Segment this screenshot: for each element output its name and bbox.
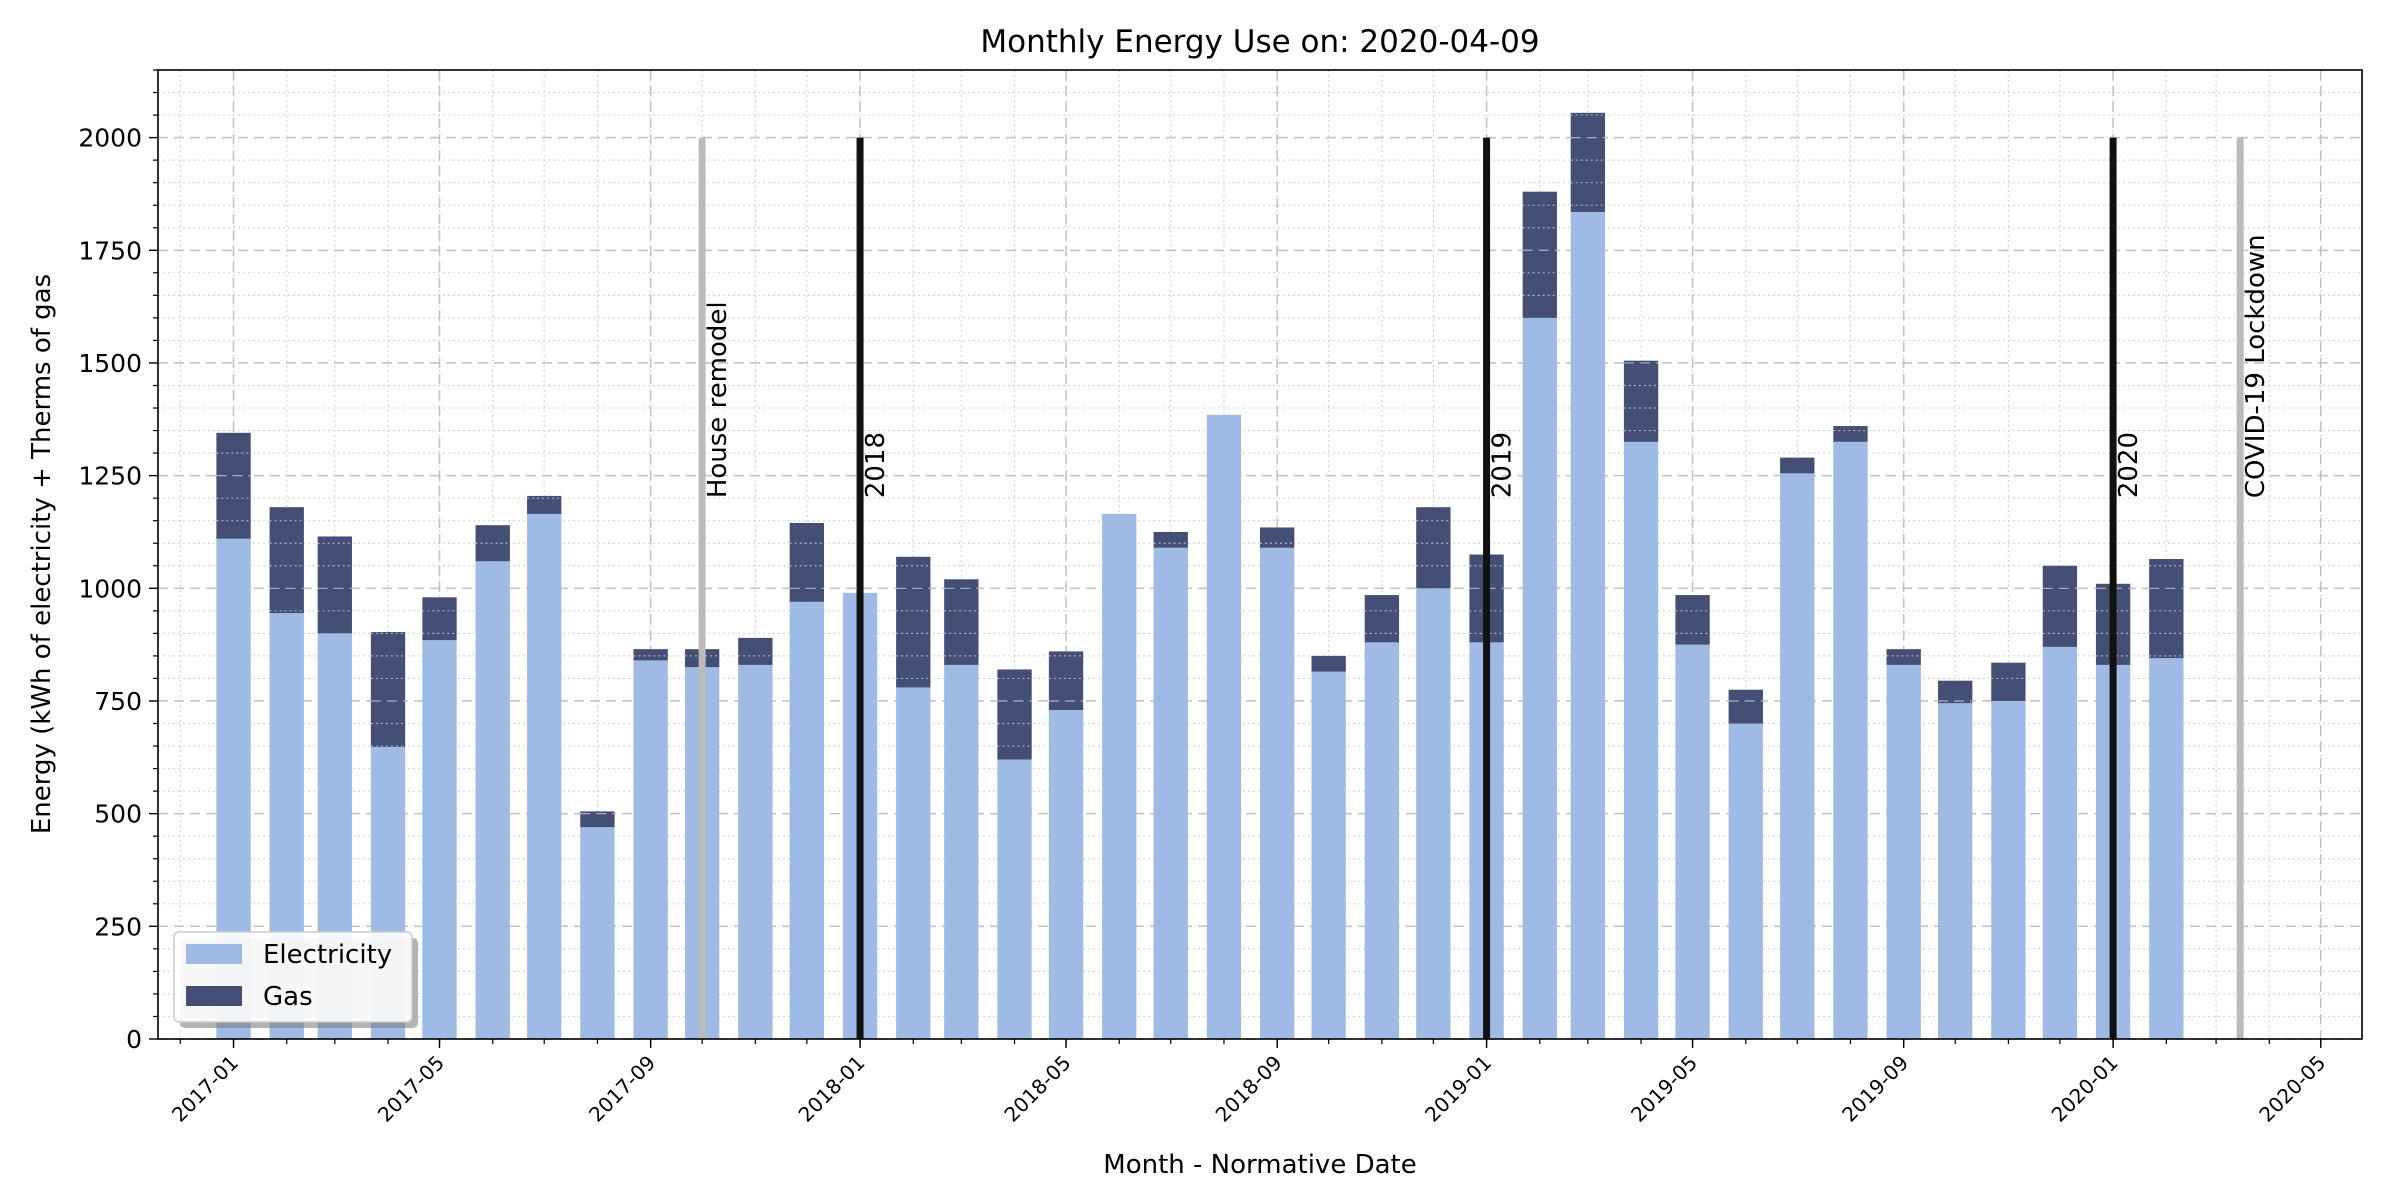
bar-electricity-2019-08 bbox=[1833, 441, 1868, 1040]
bar-gas-2019-03 bbox=[1570, 112, 1606, 212]
bar-electricity-2017-06 bbox=[475, 561, 510, 1039]
bar-gas-2019-05 bbox=[1675, 595, 1710, 645]
bar-electricity-2019-03 bbox=[1570, 211, 1606, 1039]
bar-electricity-2017-11 bbox=[738, 664, 773, 1039]
bar-gas-2018-12 bbox=[1416, 507, 1451, 589]
y-tick-label: 750 bbox=[94, 687, 142, 716]
bar-electricity-2017-05 bbox=[422, 640, 457, 1039]
bar-electricity-2018-12 bbox=[1416, 588, 1451, 1039]
bar-gas-2017-12 bbox=[789, 522, 825, 602]
bar-gas-2017-01 bbox=[216, 432, 251, 539]
annotation-label: 2019 bbox=[1488, 432, 1518, 498]
x-tick-label: 2019-01 bbox=[1420, 1051, 1496, 1127]
bar-electricity-2017-09 bbox=[633, 660, 668, 1039]
bar-gas-2018-09 bbox=[1260, 527, 1295, 548]
legend-label-gas: Gas bbox=[263, 982, 313, 1012]
bar-electricity-2017-08 bbox=[580, 827, 615, 1039]
bar-gas-2019-07 bbox=[1780, 457, 1815, 474]
annotation-label: 2020 bbox=[2114, 432, 2144, 498]
bar-gas-2019-04 bbox=[1623, 360, 1659, 442]
bar-gas-2017-09 bbox=[633, 649, 668, 661]
y-tick-label: 250 bbox=[94, 912, 142, 941]
x-tick-label: 2020-05 bbox=[2254, 1051, 2330, 1127]
x-tick-label: 2018-01 bbox=[794, 1051, 870, 1127]
annotation-label: House remodel bbox=[703, 301, 733, 498]
bar-electricity-2018-09 bbox=[1260, 547, 1295, 1039]
y-tick-label: 1250 bbox=[78, 462, 142, 491]
legend-label-electricity: Electricity bbox=[263, 940, 392, 970]
bar-gas-2019-09 bbox=[1886, 649, 1921, 665]
bar-electricity-2019-05 bbox=[1675, 644, 1710, 1039]
bar-gas-2017-03 bbox=[317, 536, 352, 634]
bar-electricity-2019-07 bbox=[1780, 473, 1815, 1040]
x-tick-label: 2019-05 bbox=[1626, 1051, 1702, 1127]
x-tick-label: 2020-01 bbox=[2047, 1051, 2123, 1127]
bar-electricity-2018-10 bbox=[1311, 671, 1346, 1039]
y-tick-label: 2000 bbox=[78, 124, 142, 153]
bar-gas-2020-02 bbox=[2149, 559, 2184, 659]
bar-gas-2019-08 bbox=[1833, 426, 1868, 442]
x-tick-label: 2017-05 bbox=[373, 1051, 449, 1127]
bar-electricity-2018-05 bbox=[1048, 709, 1084, 1039]
bar-electricity-2018-08 bbox=[1206, 414, 1242, 1040]
bar-electricity-2018-06 bbox=[1102, 513, 1137, 1039]
bar-electricity-2019-12 bbox=[2042, 646, 2078, 1039]
bar-electricity-2018-04 bbox=[997, 759, 1032, 1039]
annotation-label: COVID-19 Lockdown bbox=[2241, 234, 2271, 498]
y-tick-label: 1750 bbox=[78, 236, 142, 265]
bar-gas-2018-03 bbox=[944, 579, 979, 665]
x-axis-label: Month - Normative Date bbox=[1103, 1150, 1416, 1180]
bar-gas-2019-10 bbox=[1938, 680, 1973, 704]
bar-electricity-2019-11 bbox=[1991, 700, 2026, 1039]
bar-gas-2019-11 bbox=[1991, 662, 2026, 701]
bar-electricity-2019-04 bbox=[1623, 441, 1659, 1040]
bar-electricity-2020-02 bbox=[2149, 658, 2184, 1039]
legend: Electricity Gas bbox=[173, 931, 418, 1028]
bar-gas-2018-07 bbox=[1153, 531, 1188, 548]
bar-gas-2018-05 bbox=[1048, 651, 1084, 710]
bar-gas-2017-07 bbox=[527, 495, 562, 514]
bar-electricity-2018-03 bbox=[944, 664, 979, 1039]
bar-electricity-2017-07 bbox=[527, 513, 562, 1039]
legend-swatch-electricity bbox=[186, 944, 242, 964]
x-tick-label: 2018-05 bbox=[1000, 1051, 1076, 1127]
bar-electricity-2019-06 bbox=[1728, 723, 1763, 1039]
x-tick-label: 2017-09 bbox=[584, 1051, 660, 1127]
bar-gas-2019-06 bbox=[1728, 689, 1763, 724]
y-tick-label: 1500 bbox=[78, 349, 142, 378]
y-tick-label: 500 bbox=[94, 800, 142, 829]
bar-gas-2018-04 bbox=[997, 669, 1032, 760]
bar-gas-2019-02 bbox=[1522, 191, 1557, 318]
plot-frame bbox=[157, 69, 2363, 1040]
chart-title: Monthly Energy Use on: 2020-04-09 bbox=[980, 24, 1539, 60]
bar-electricity-2017-12 bbox=[789, 601, 825, 1039]
y-axis-label: Energy (kWh of electricity + Therms of g… bbox=[27, 274, 57, 834]
x-tick-label: 2019-09 bbox=[1837, 1051, 1913, 1127]
annotation-label: 2018 bbox=[861, 432, 891, 498]
annotations: House remodel 2018 2019 2020 COVID-19 Lockdo… bbox=[698, 137, 2271, 1039]
x-tick-label: 2017-01 bbox=[167, 1051, 243, 1127]
bar-gas-2017-02 bbox=[269, 507, 304, 614]
y-tick-label: 1000 bbox=[78, 574, 142, 603]
bars bbox=[216, 112, 2184, 1040]
bar-gas-2019-12 bbox=[2042, 565, 2078, 647]
bar-electricity-2018-07 bbox=[1153, 547, 1188, 1039]
bar-gas-2018-10 bbox=[1311, 655, 1346, 672]
bar-electricity-2019-09 bbox=[1886, 664, 1921, 1039]
bar-electricity-2018-11 bbox=[1364, 642, 1400, 1039]
y-tick-label: 0 bbox=[126, 1025, 142, 1054]
bar-gas-2018-02 bbox=[896, 556, 931, 688]
bar-gas-2018-11 bbox=[1364, 595, 1400, 643]
x-tick-label: 2018-09 bbox=[1211, 1051, 1287, 1127]
bar-gas-2017-11 bbox=[738, 637, 773, 665]
bar-gas-2017-04 bbox=[370, 632, 406, 747]
legend-swatch-gas bbox=[186, 986, 242, 1006]
bar-electricity-2019-10 bbox=[1938, 703, 1973, 1039]
bar-electricity-2019-02 bbox=[1522, 317, 1557, 1039]
bar-gas-2017-08 bbox=[580, 811, 615, 828]
bar-electricity-2018-02 bbox=[896, 687, 931, 1039]
